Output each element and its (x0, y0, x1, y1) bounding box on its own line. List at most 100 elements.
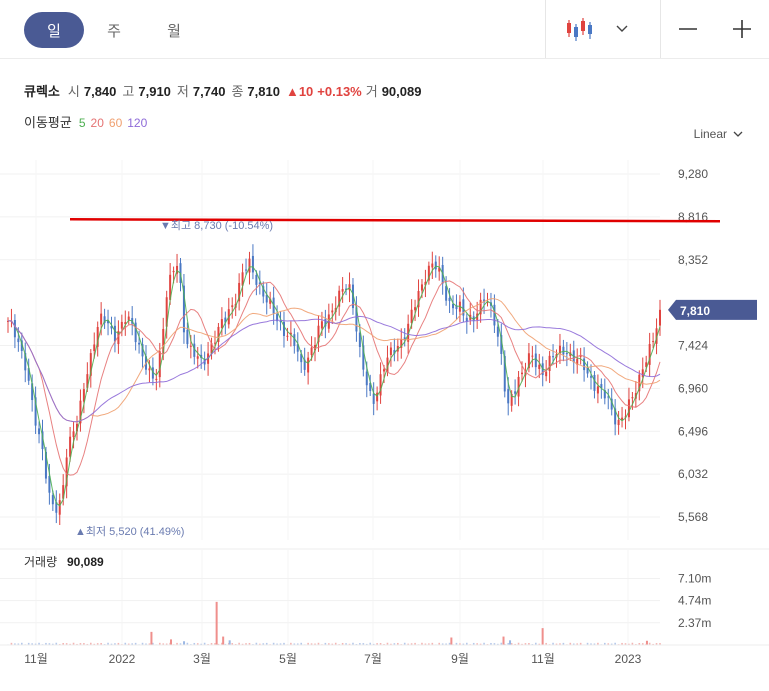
candle-body (345, 288, 348, 291)
volume-bar (228, 640, 231, 645)
volume-bar (631, 642, 634, 645)
high-label: 고 (122, 84, 135, 99)
candle-body (7, 320, 9, 322)
volume-bar (331, 643, 334, 645)
chevron-down-icon (733, 131, 743, 137)
candle-body (282, 321, 285, 336)
candle-body (110, 326, 113, 329)
volume-bar (362, 643, 365, 645)
candle-body (276, 314, 279, 322)
candle-body (134, 322, 137, 343)
volume-bar (590, 643, 592, 645)
volume-panel-label: 거래량 (24, 555, 57, 569)
volume-bar (655, 643, 658, 645)
minus-icon (679, 28, 697, 30)
y-tick-label: 8,352 (678, 253, 708, 267)
candle-body (17, 338, 20, 343)
tab-weekly[interactable]: 주 (107, 22, 121, 40)
y-tick-label: 7,424 (678, 339, 708, 353)
volume-tick-label: 4.74m (678, 594, 711, 608)
tab-daily[interactable]: 일 (24, 12, 84, 48)
candle-body (38, 428, 41, 435)
candle-body (596, 386, 599, 394)
x-tick-label: 7월 (364, 652, 382, 666)
volume-bar (510, 643, 513, 645)
volume-bar (290, 642, 292, 645)
volume-bar (150, 631, 153, 645)
candle-body (72, 431, 75, 438)
volume-bar (279, 643, 282, 645)
volume-bar (65, 643, 68, 645)
volume-bar (276, 643, 278, 645)
volume-bar (562, 642, 565, 645)
tab-monthly[interactable]: 월 (167, 22, 181, 40)
volume-bar (14, 643, 16, 645)
volume-bar (490, 642, 492, 645)
volume-bar (431, 642, 434, 645)
candle-body (341, 289, 344, 292)
candle-body (600, 384, 603, 388)
candle-body (462, 299, 465, 316)
scale-selector[interactable]: Linear (694, 127, 743, 141)
volume-bar (500, 642, 503, 645)
volume-bar (610, 643, 613, 645)
candle-body (41, 431, 44, 450)
stock-name: 큐렉소 (24, 84, 60, 99)
volume-bar (293, 643, 296, 645)
volume-bar (410, 643, 413, 645)
candle-body (427, 265, 430, 281)
candle-body (507, 389, 510, 404)
volume-bar (628, 643, 630, 645)
chart-type-dropdown[interactable] (611, 0, 633, 58)
candle-body (24, 352, 27, 371)
volume-bar (152, 642, 154, 645)
volume-bar (507, 643, 510, 645)
volume-bar (528, 643, 530, 645)
volume-bar (141, 642, 144, 645)
candle-body (496, 326, 499, 337)
candle-body (365, 371, 368, 386)
x-tick-label: 2023 (615, 652, 642, 666)
candle-body (362, 345, 365, 370)
candle-body (255, 274, 258, 285)
candle-body (503, 356, 506, 392)
ma-5-label: 5 (78, 116, 86, 130)
candle-body (86, 374, 89, 388)
candle-body (562, 346, 565, 355)
candle-body (358, 332, 361, 347)
zoom-out-button[interactable] (661, 0, 715, 58)
candle-body (96, 327, 99, 347)
candle-body (55, 502, 58, 513)
candle-body (493, 304, 496, 326)
volume-tick-label: 2.37m (678, 616, 711, 630)
candle-body (659, 309, 661, 326)
volume-bar (497, 643, 499, 645)
candle-body (224, 317, 227, 323)
candle-body (420, 284, 423, 291)
volume-bar (421, 642, 423, 645)
candle-body (107, 320, 110, 324)
volume-bar (107, 642, 109, 645)
volume-bar (607, 643, 610, 645)
volume-bar (535, 642, 537, 645)
candle-body (258, 282, 261, 285)
volume-bar (424, 643, 427, 645)
volume-bar (193, 642, 196, 645)
volume-bar (183, 641, 186, 645)
zoom-in-button[interactable] (715, 0, 769, 58)
volume-bar (365, 643, 368, 645)
ma-60-label: 60 (108, 116, 123, 130)
moving-average-line (8, 280, 661, 476)
candle-body (58, 500, 61, 515)
volume-bar (441, 643, 444, 645)
chart-type-button[interactable] (546, 0, 611, 58)
candle-body (617, 419, 620, 426)
candle-body (386, 357, 389, 373)
period-tabs: 일 주 월 (24, 12, 204, 48)
candle-body (217, 326, 220, 342)
volume-bar (96, 643, 99, 645)
candle-body (138, 342, 141, 345)
candle-body (531, 355, 534, 357)
candle-body (296, 344, 299, 352)
